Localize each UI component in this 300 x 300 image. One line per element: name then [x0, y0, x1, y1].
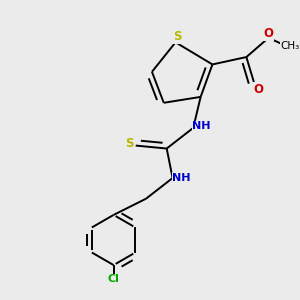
Text: CH₃: CH₃ [280, 41, 300, 51]
Text: S: S [173, 31, 181, 44]
Text: NH: NH [172, 173, 191, 183]
Text: O: O [253, 83, 263, 96]
Text: NH: NH [192, 122, 211, 131]
Text: O: O [263, 27, 274, 40]
Text: S: S [125, 137, 134, 150]
Text: Cl: Cl [108, 274, 119, 284]
